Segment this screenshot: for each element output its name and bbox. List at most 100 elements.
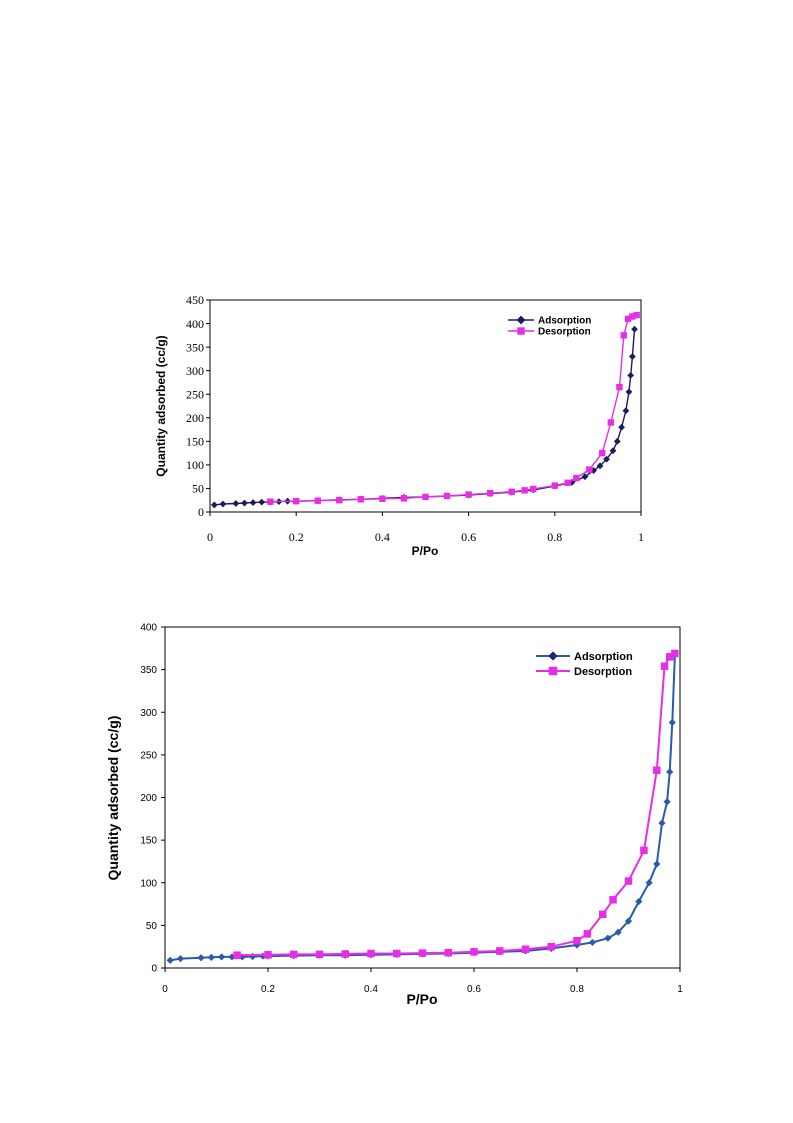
desorption-point (233, 951, 241, 959)
adsorption-point (232, 500, 240, 507)
desorption-point (629, 313, 636, 320)
desorption-point (624, 877, 633, 885)
adsorption-point (627, 371, 635, 379)
desorption-point (496, 947, 504, 955)
desorption-point (444, 948, 452, 957)
desorption-point (599, 449, 606, 457)
desorption-point (422, 493, 429, 501)
x-tick-label: 0 (162, 984, 168, 995)
desorption-point (616, 383, 623, 391)
y-tick-label: 100 (186, 458, 204, 472)
desorption-point (671, 649, 679, 658)
y-tick-label: 250 (140, 750, 157, 761)
desorption-point (653, 766, 661, 774)
y-tick-label: 350 (186, 340, 204, 354)
desorption-point (573, 474, 580, 482)
desorption-point (367, 949, 375, 958)
y-tick-label: 300 (140, 708, 157, 719)
legend-marker-square (548, 666, 558, 676)
legend-label-adsorption: Adsorption (538, 316, 591, 327)
desorption-point (564, 479, 571, 486)
adsorption-point (604, 934, 612, 942)
desorption-point (624, 315, 632, 323)
desorption-point (486, 489, 494, 497)
adsorption-line (214, 329, 636, 506)
desorption-point (341, 950, 349, 958)
y-axis-title: Quantity adsorbed (cc/g) (154, 335, 168, 476)
y-tick-label: 400 (140, 623, 157, 634)
adsorption-point (166, 956, 174, 964)
desorption-point (609, 896, 617, 904)
adsorption-point (248, 952, 257, 961)
y-tick-label: 50 (146, 921, 158, 932)
x-tick-label: 0.8 (547, 530, 562, 544)
desorption-point (607, 419, 615, 426)
x-tick-label: 0.2 (261, 984, 275, 995)
x-tick-label: 0.2 (289, 530, 304, 544)
adsorption-point (588, 938, 597, 947)
desorption-point (379, 495, 386, 503)
series-desorption (233, 649, 679, 959)
adsorption-point (635, 897, 643, 906)
desorption-point (530, 485, 537, 493)
adsorption-point (258, 498, 266, 506)
desorption-point (633, 311, 640, 319)
adsorption-point (663, 798, 671, 806)
desorption-point (583, 930, 592, 938)
adsorption-point (241, 499, 248, 507)
y-tick-label: 300 (186, 364, 204, 378)
adsorption-point (653, 860, 661, 868)
isotherm-chart-top: 0 50 100 150 200 250 300 350 400 450 0 0.2 0.4 0.6 0.8… (154, 293, 644, 558)
x-tick-label: 0.6 (461, 530, 476, 544)
desorption-point (314, 497, 321, 504)
adsorption-point (596, 462, 604, 470)
y-tick-label: 200 (140, 793, 157, 804)
adsorption-point (645, 879, 653, 887)
adsorption-point (614, 928, 622, 936)
adsorption-point (259, 952, 267, 960)
desorption-point (293, 497, 300, 505)
legend-label-adsorption: Adsorption (574, 651, 633, 663)
x-axis-title: P/Po (412, 544, 439, 558)
y-tick-label: 100 (140, 878, 157, 889)
isotherm-chart-bottom: 0 50 100 150 200 250 300 350 400 0 0.2 0.4 0.6 0.8 1 P/… (105, 623, 683, 1008)
adsorption-point (624, 917, 633, 925)
y-tick-label: 50 (192, 482, 204, 496)
desorption-line (270, 314, 637, 503)
x-tick-label: 0.6 (467, 984, 481, 995)
desorption-point (336, 497, 343, 504)
adsorption-point (609, 447, 617, 455)
desorption-point (290, 950, 298, 959)
adsorption-point (658, 819, 666, 827)
desorption-point (660, 662, 669, 670)
series-desorption (267, 311, 640, 505)
desorption-point (551, 482, 558, 489)
desorption-point (315, 950, 324, 959)
x-tick-label: 0.4 (364, 984, 378, 995)
adsorption-point (625, 388, 633, 396)
y-tick-label: 0 (198, 505, 204, 519)
desorption-point (586, 466, 593, 473)
legend-label-desorption: Desorption (538, 327, 591, 338)
x-axis-title: P/Po (406, 991, 437, 1007)
y-tick-label: 350 (140, 665, 157, 676)
adsorption-point (666, 768, 674, 776)
y-tick-label: 250 (186, 387, 204, 401)
desorption-point (521, 487, 528, 494)
desorption-point (418, 949, 427, 957)
adsorption-point (618, 423, 626, 431)
desorption-point (521, 945, 530, 953)
desorption-point (264, 951, 272, 959)
x-tick-label: 0.8 (570, 984, 584, 995)
y-tick-label: 150 (140, 836, 157, 847)
adsorption-point (207, 953, 215, 961)
adsorption-point (631, 325, 638, 333)
y-tick-label: 450 (186, 293, 204, 307)
adsorption-point (622, 407, 630, 415)
desorption-point (400, 495, 408, 502)
adsorption-point (210, 501, 218, 509)
desorption-point (665, 653, 674, 661)
desorption-point (547, 942, 555, 951)
adsorption-point (176, 955, 185, 963)
desorption-point (267, 498, 274, 505)
